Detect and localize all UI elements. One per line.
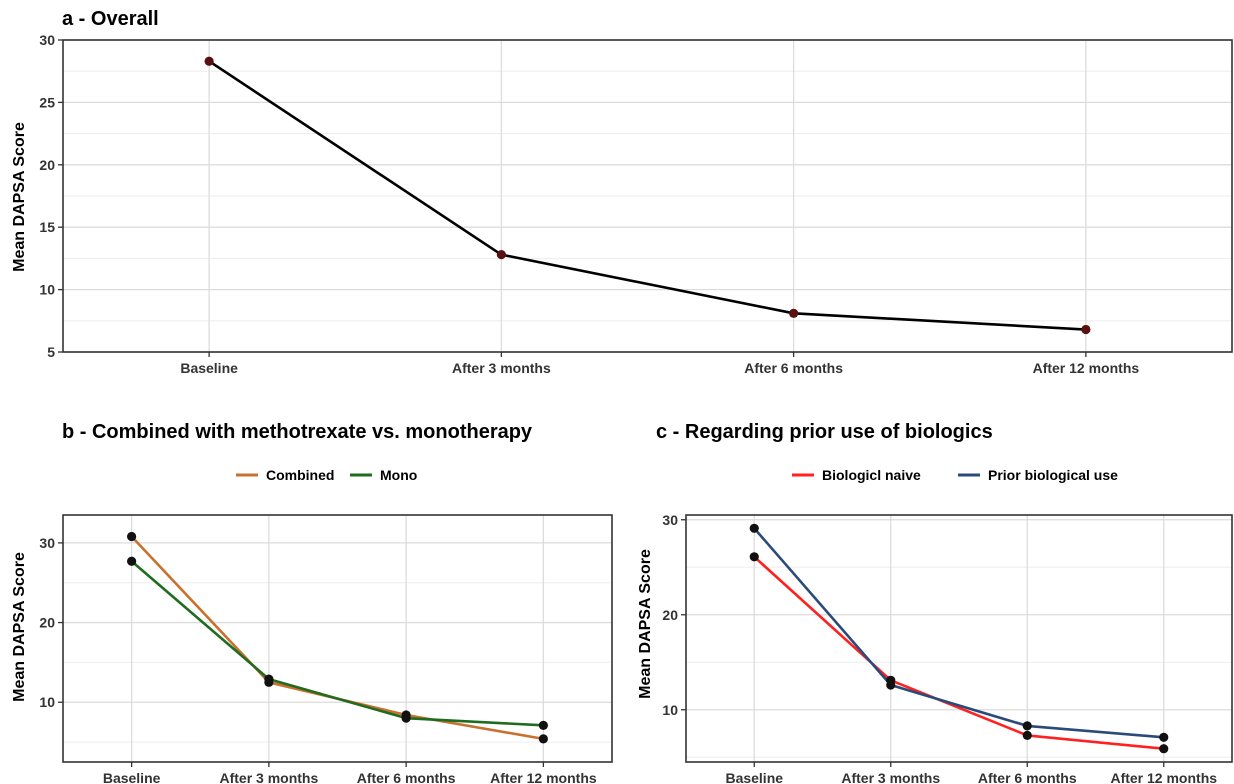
panel-a-ytick-label-1: 10 — [39, 282, 55, 298]
legend-label-biologic-naive: Biologicl naive — [822, 467, 921, 483]
legend-label-prior-biological-use: Prior biological use — [988, 467, 1118, 483]
panel-b: b - Combined with methotrexate vs. monot… — [11, 421, 613, 784]
panel-a-series-0-line — [208, 60, 1086, 331]
panel-b-xtick-label-2: After 6 months — [357, 770, 456, 784]
panel-b-series-0-line — [130, 535, 544, 741]
panel-a-title: a - Overall — [62, 8, 159, 30]
panel-c-frame — [685, 514, 1233, 763]
panel-b-series-1-point-2 — [401, 713, 411, 723]
panel-c-series-0-point-3 — [1159, 744, 1169, 754]
legend-label-mono: Mono — [380, 467, 417, 483]
panel-c-ylabel: Mean DAPSA Score — [637, 549, 654, 699]
panel-b-series-0-point-0 — [127, 531, 137, 542]
panel-b-legend: Combined Mono — [236, 467, 417, 483]
panel-b-ylabel: Mean DAPSA Score — [11, 552, 28, 702]
panel-b-frame — [62, 514, 613, 763]
panel-a: a - Overall Mean DAPSA Score 5 10 15 20 25 30… — [11, 8, 1233, 376]
panel-b-ytick-label-1: 20 — [39, 615, 55, 631]
panel-a-xtick-label-2: After 6 months — [744, 360, 843, 376]
panel-c-series-0-point-0 — [749, 552, 759, 562]
panel-c-ytick-label-0: 10 — [662, 702, 678, 718]
panel-c-series-1-line — [753, 527, 1164, 739]
panel-c-series-1-point-0 — [749, 523, 759, 533]
panel-b-ytick-label-0: 10 — [39, 694, 55, 710]
panel-b-title: b - Combined with methotrexate vs. monot… — [62, 421, 533, 443]
panel-a-ytick-label-5: 30 — [39, 32, 55, 48]
panel-c-xtick-label-1: After 3 months — [841, 770, 940, 784]
panel-a-plot: 5 10 15 20 25 30 Baseline After 3 months After 6… — [39, 32, 1233, 376]
panel-c-series-1-point-1 — [886, 680, 896, 690]
panel-b-xtick-label-3: After 12 months — [490, 770, 597, 784]
panel-a-xtick-label-3: After 12 months — [1033, 360, 1140, 376]
panel-b-series-0-point-3 — [538, 734, 548, 744]
panel-a-xtick-label-0: Baseline — [180, 360, 238, 376]
panel-a-frame — [62, 39, 1233, 353]
panel-a-ytick-label-4: 25 — [39, 94, 55, 110]
panel-c-plot: 10 20 30 Baseline After 3 months After 6 mont… — [662, 512, 1233, 784]
panel-c-ytick-label-1: 20 — [662, 607, 678, 623]
panel-c-series-0-point-2 — [1022, 730, 1032, 741]
panel-c-legend: Biologicl naive Prior biological use — [792, 467, 1118, 483]
panel-a-series-0-point-1 — [496, 250, 506, 260]
panel-b-xtick-label-1: After 3 months — [219, 770, 318, 784]
panel-a-ytick-label-2: 15 — [39, 219, 55, 235]
panel-c-title: c - Regarding prior use of biologics — [656, 421, 993, 443]
panel-a-series-0-point-3 — [1081, 324, 1091, 335]
panel-c-series-1-point-2 — [1022, 721, 1032, 731]
panel-c: c - Regarding prior use of biologics Bio… — [637, 421, 1233, 784]
panel-a-ytick-label-0: 5 — [47, 344, 55, 360]
panel-b-series-1-line — [130, 560, 544, 727]
panel-b-series-1-point-3 — [538, 720, 548, 730]
panel-b-plot: 10 20 30 Baseline After 3 months After 6 mont… — [39, 514, 613, 784]
panel-a-xtick-label-1: After 3 months — [452, 360, 551, 376]
panel-c-xtick-label-2: After 6 months — [978, 770, 1077, 784]
panel-c-series-1-point-3 — [1159, 732, 1169, 742]
panel-b-ytick-label-2: 30 — [39, 535, 55, 551]
panel-c-series-0-line — [753, 555, 1164, 750]
panel-b-series-1-point-1 — [264, 674, 274, 684]
panel-c-xtick-label-3: After 12 months — [1110, 770, 1217, 784]
panel-c-ytick-label-2: 30 — [662, 512, 678, 528]
panel-a-series-0-point-2 — [789, 308, 799, 318]
panel-b-series-1-point-0 — [127, 556, 137, 566]
panel-c-xtick-label-0: Baseline — [725, 770, 783, 784]
panel-b-xtick-label-0: Baseline — [103, 770, 161, 784]
panel-a-ytick-label-3: 20 — [39, 157, 55, 173]
panel-a-ylabel: Mean DAPSA Score — [11, 122, 28, 272]
panel-a-series-0-point-0 — [204, 56, 214, 66]
legend-label-combined: Combined — [266, 467, 334, 483]
